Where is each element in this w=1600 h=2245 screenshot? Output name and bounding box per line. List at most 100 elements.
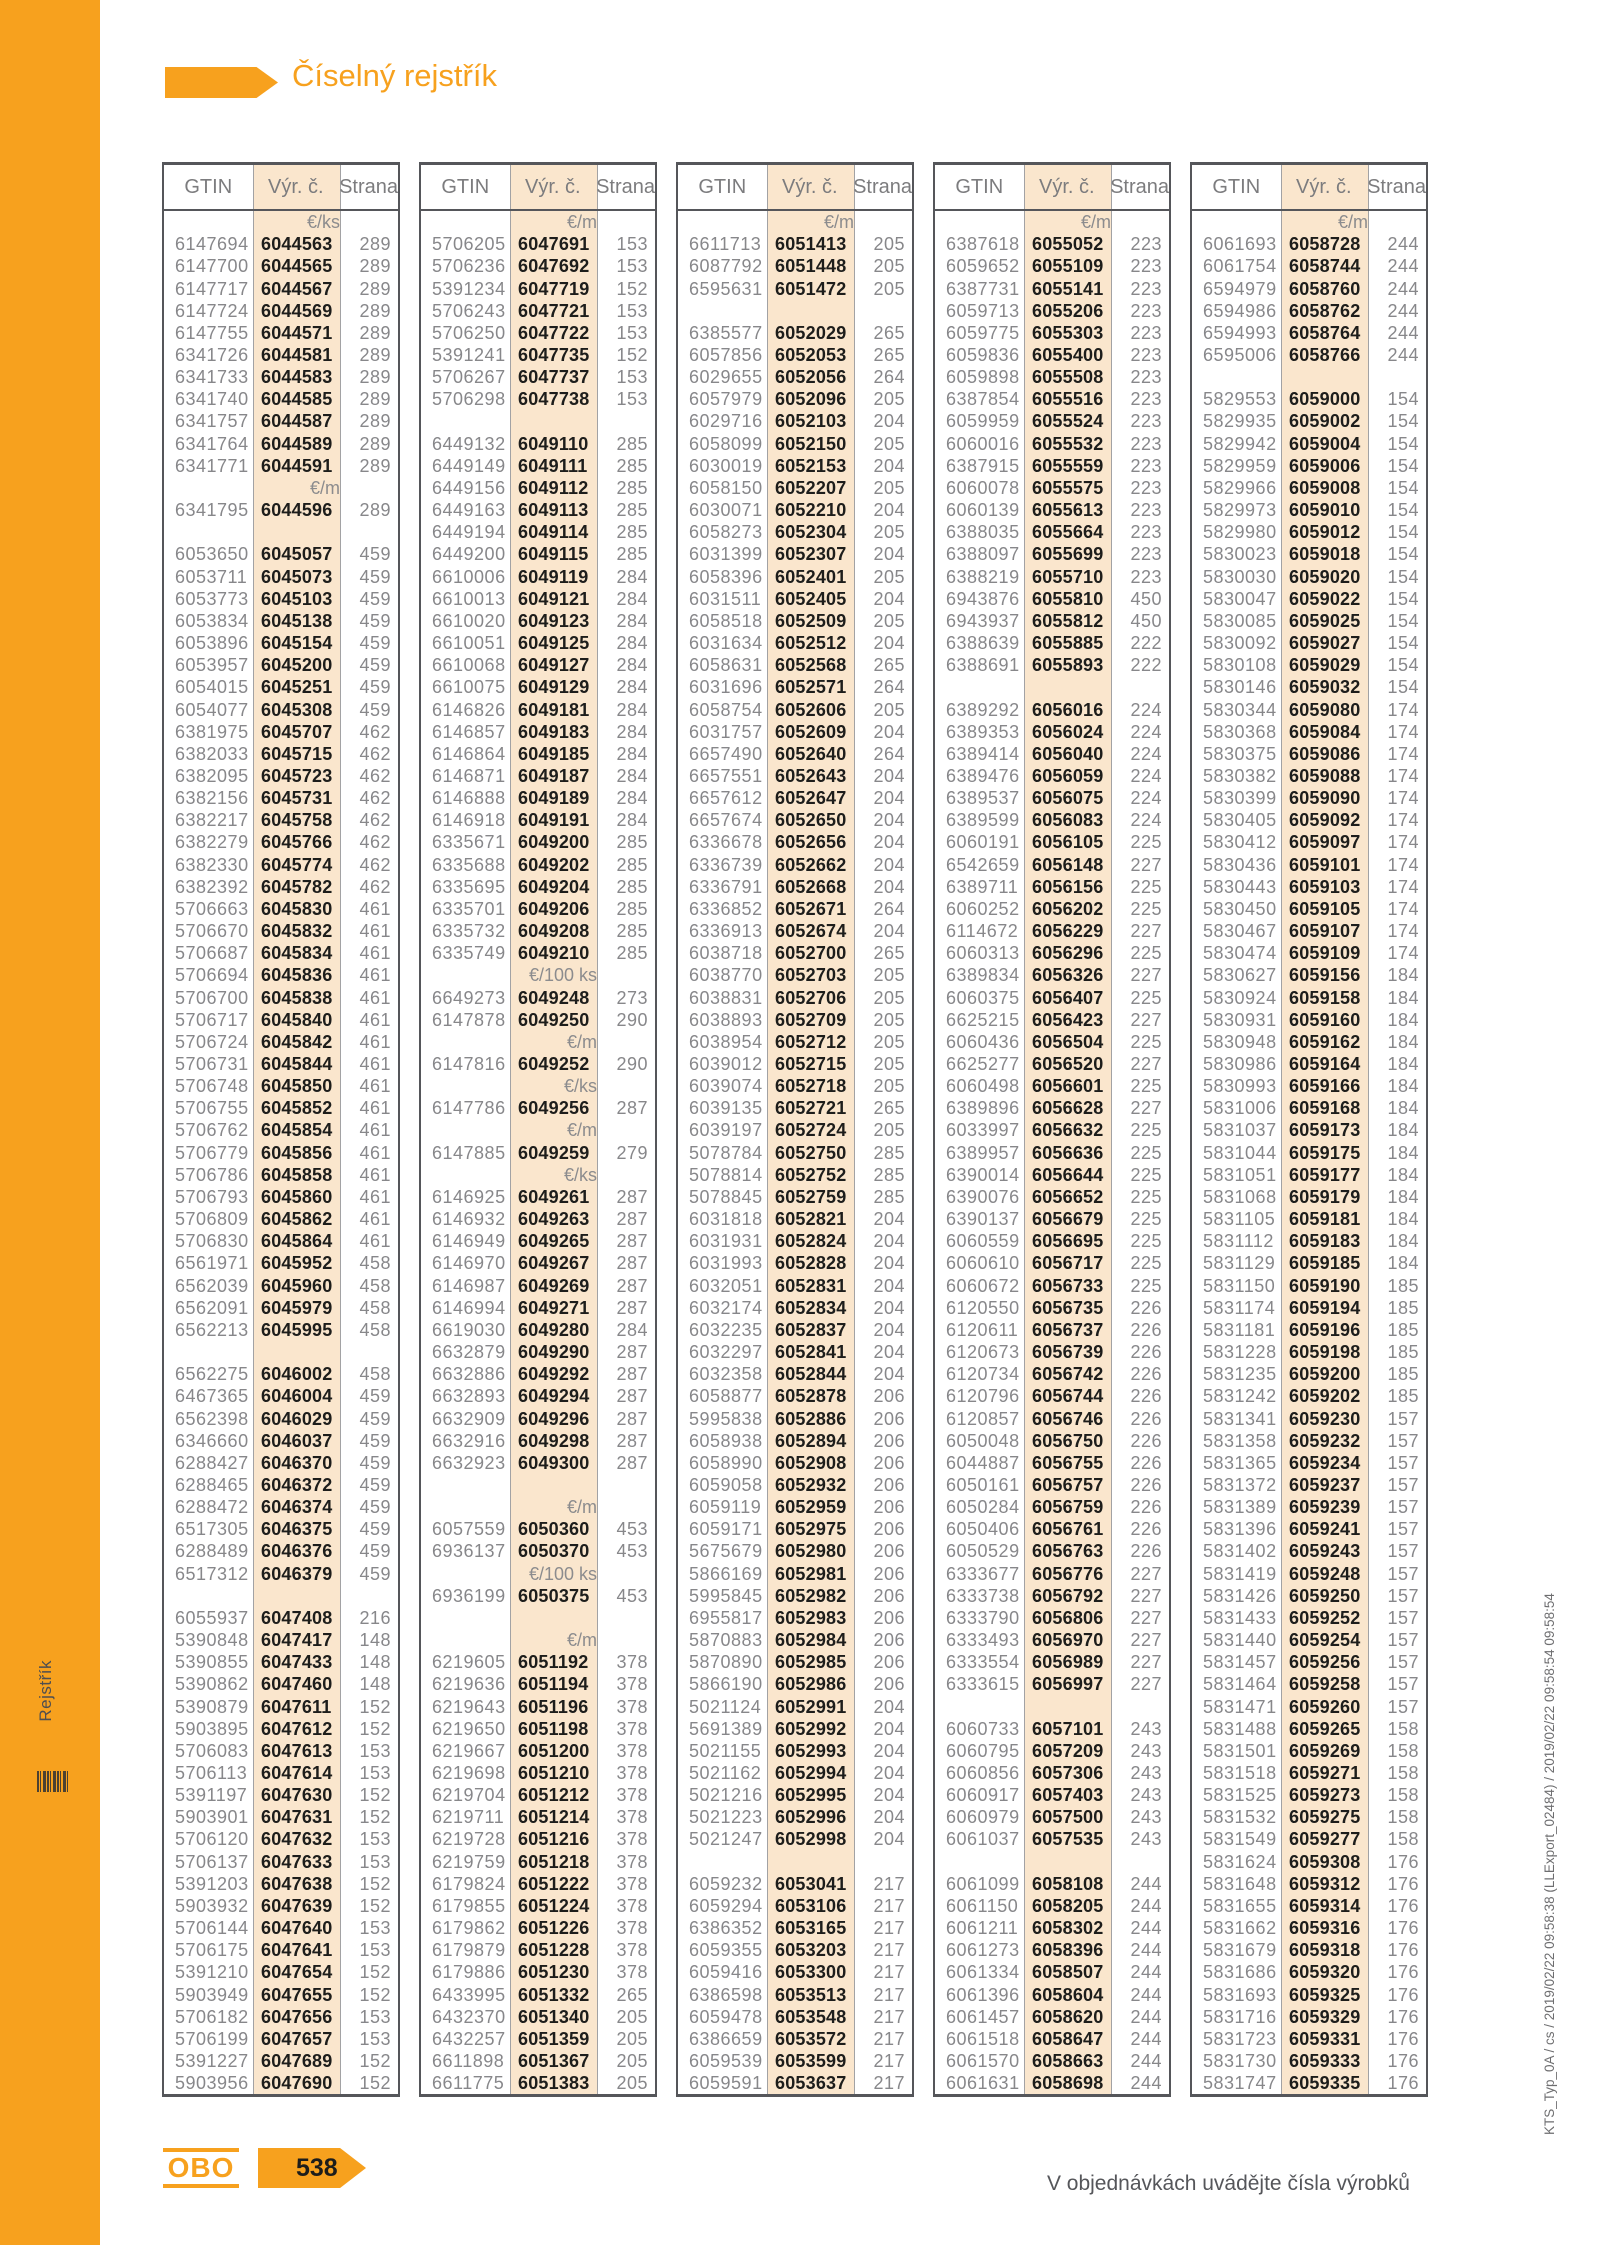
vyrc-value: 6059252 — [1289, 1607, 1361, 1628]
gtin-value: 6467365 — [175, 1386, 249, 1407]
strana-value: 224 — [1130, 765, 1162, 786]
gtin-value: 6387731 — [946, 278, 1020, 299]
table-row: 5831624 6059308 176 — [1192, 1851, 1426, 1873]
gtin-value: 5706724 — [175, 1031, 249, 1052]
strana-value: 378 — [616, 1895, 648, 1916]
vyrc-value: 6058764 — [1289, 322, 1361, 343]
vyrc-value: 6059273 — [1289, 1785, 1361, 1806]
strana-value: 453 — [616, 1541, 648, 1562]
table-row: 6146864 6049185 284 — [421, 743, 655, 765]
vyrc-value: 6052932 — [775, 1474, 847, 1495]
table-row: 6050048 6056750 226 — [935, 1430, 1169, 1452]
table-row: 6449163 6049113 285 — [421, 499, 655, 521]
table-row: 6039074 6052718 205 — [678, 1075, 912, 1097]
vyrc-value: 6052307 — [775, 544, 847, 565]
table-row: 6625277 6056520 227 — [935, 1053, 1169, 1075]
vyrc-value: 6044563 — [261, 234, 333, 255]
gtin-value: 6058877 — [689, 1386, 763, 1407]
gtin-value: 6060979 — [946, 1807, 1020, 1828]
vyrc-value: 6047655 — [261, 1984, 333, 2005]
gtin-value: 5831396 — [1203, 1519, 1277, 1540]
gtin-value: 6388639 — [946, 633, 1020, 654]
strana-value: 205 — [873, 610, 905, 631]
vyrc-value: 6059032 — [1289, 677, 1361, 698]
gtin-value: 5830375 — [1203, 743, 1277, 764]
vyrc-value: 6059020 — [1289, 566, 1361, 587]
vyrc-value: 6049112 — [518, 477, 589, 498]
gtin-value: 6219759 — [432, 1851, 506, 1872]
gtin-value: 6146932 — [432, 1209, 506, 1230]
gtin-value: 6057979 — [689, 389, 763, 410]
strana-value: 227 — [1130, 1009, 1162, 1030]
table-row: 6388639 6055885 222 — [935, 632, 1169, 654]
gtin-value: 6219704 — [432, 1785, 506, 1806]
vyrc-value: 6059092 — [1289, 810, 1361, 831]
strana-value: 378 — [616, 1718, 648, 1739]
strana-value: 176 — [1387, 2073, 1419, 2094]
strana-value: 154 — [1387, 433, 1419, 454]
table-row: 5706137 6047633 153 — [164, 1851, 398, 1873]
table-row: 6562039 6045960 458 — [164, 1275, 398, 1297]
gtin-value: 6955817 — [689, 1607, 763, 1628]
gtin-value: 6382279 — [175, 832, 249, 853]
strana-value: 289 — [359, 500, 391, 521]
vyrc-value: 6051226 — [518, 1918, 590, 1939]
table-row: 5830344 6059080 174 — [1192, 698, 1426, 720]
strana-value: 285 — [616, 921, 648, 942]
unit-label: €/m — [309, 477, 340, 498]
vyrc-value: 6052984 — [775, 1630, 847, 1651]
strana-value: 204 — [873, 1209, 905, 1230]
gtin-value: 6055937 — [175, 1607, 249, 1628]
spacer-row — [935, 1851, 1169, 1873]
vyrc-value: 6059183 — [1289, 1231, 1361, 1252]
vyrc-value: 6047640 — [261, 1918, 333, 1939]
table-row: 6388691 6055893 222 — [935, 654, 1169, 676]
vyrc-value: 6047722 — [518, 322, 590, 343]
vyrc-value: 6052647 — [775, 788, 847, 809]
gtin-value: 5831716 — [1203, 2006, 1277, 2027]
strana-value: 225 — [1130, 1231, 1162, 1252]
gtin-value: 5829966 — [1203, 477, 1277, 498]
gtin-value: 5706250 — [432, 322, 506, 343]
table-row: 6061631 6058698 244 — [935, 2072, 1169, 2094]
table-row: 6341757 6044587 289 — [164, 410, 398, 432]
table-row: 5021223 6052996 204 — [678, 1806, 912, 1828]
vyrc-value: 6052509 — [775, 610, 847, 631]
gtin-value: 6054077 — [175, 699, 249, 720]
vyrc-value: 6045979 — [261, 1297, 333, 1318]
table-row: 5903956 6047690 152 — [164, 2072, 398, 2094]
strana-value: 148 — [359, 1674, 391, 1695]
gtin-value: 5903932 — [175, 1895, 249, 1916]
strana-value: 461 — [359, 943, 391, 964]
vyrc-column-band — [253, 165, 340, 2094]
table-row: 6610020 6049123 284 — [421, 610, 655, 632]
strana-value: 217 — [873, 1984, 905, 2005]
strana-value: 217 — [873, 1962, 905, 1983]
vyrc-value: 6052718 — [775, 1076, 847, 1097]
unit-row: €/m — [935, 211, 1169, 233]
strana-value: 461 — [359, 1209, 391, 1230]
gtin-value: 6449132 — [432, 433, 506, 454]
table-row: 5830399 6059090 174 — [1192, 787, 1426, 809]
table-row: 6382217 6045758 462 — [164, 809, 398, 831]
gtin-column-header: GTIN — [955, 175, 1004, 198]
strana-value: 176 — [1387, 2028, 1419, 2049]
vyrc-value: 6044596 — [261, 500, 333, 521]
table-row: 5831488 6059265 158 — [1192, 1718, 1426, 1740]
table-row: 6038718 6052700 265 — [678, 942, 912, 964]
table-row: 5831396 6059241 157 — [1192, 1518, 1426, 1540]
table-row: 6390137 6056679 225 — [935, 1208, 1169, 1230]
table-row: 6219698 6051210 378 — [421, 1762, 655, 1784]
table-row: 5706731 6045844 461 — [164, 1053, 398, 1075]
strana-value: 378 — [616, 1940, 648, 1961]
gtin-value: 5830368 — [1203, 721, 1277, 742]
strana-value: 204 — [873, 1829, 905, 1850]
vyrc-value: 6056016 — [1032, 699, 1104, 720]
table-row: 6038770 6052703 205 — [678, 964, 912, 986]
strana-value: 461 — [359, 921, 391, 942]
vyrc-value: 6052994 — [775, 1763, 847, 1784]
strana-value: 157 — [1387, 1408, 1419, 1429]
vyrc-value: 6055516 — [1032, 389, 1104, 410]
vyrc-value: 6049125 — [518, 633, 590, 654]
gtin-value: 5706182 — [175, 2006, 249, 2027]
